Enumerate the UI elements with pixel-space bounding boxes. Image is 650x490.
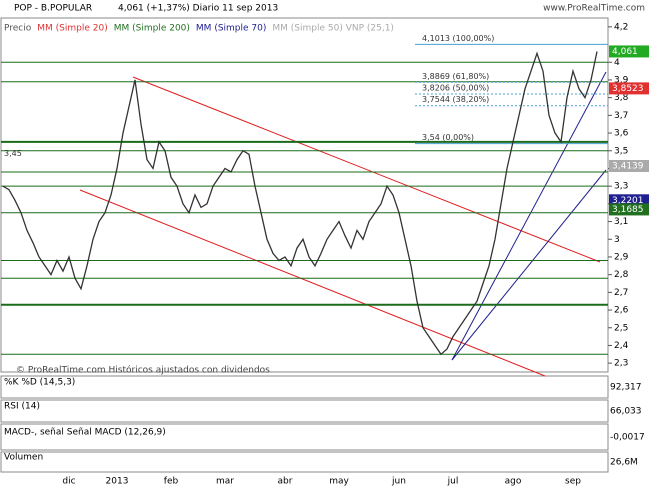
- y-tick-label: 3: [614, 235, 620, 245]
- price-label-box: [609, 203, 649, 216]
- annotation: 3,54 (0,00%): [422, 133, 474, 142]
- y-tick-label: 4,2: [614, 22, 628, 32]
- y-tick-label: 3,6: [614, 129, 629, 139]
- x-tick-label: ago: [505, 477, 522, 487]
- x-tick-label: feb: [164, 477, 179, 487]
- panel-label: MACD-, señal Señal MACD (12,26,9): [4, 428, 166, 438]
- price-label: 3,1685: [612, 205, 644, 215]
- y-tick-label: 2,5: [614, 323, 628, 333]
- y-tick-label: 4: [614, 58, 620, 68]
- y-tick-label: 3,3: [614, 182, 628, 192]
- price-label-box: [609, 159, 649, 172]
- trend-line: [79, 189, 546, 377]
- panel-label: RSI (14): [4, 402, 40, 412]
- x-tick-label: abr: [278, 477, 293, 487]
- y-tick-label: 2,9: [614, 252, 629, 262]
- legend-entry: MM (Simple 70): [196, 24, 266, 34]
- price-panel: [0, 17, 609, 373]
- x-tick-label: may: [329, 477, 349, 487]
- panel-label: Volumen: [4, 453, 43, 463]
- stoch-panel: [0, 375, 609, 399]
- panel-value: 26,6M: [610, 458, 638, 468]
- annotation: 4,1013 (100,00%): [422, 34, 494, 43]
- chart-title: POP - B.POPULAR: [14, 4, 92, 14]
- y-tick-label: 2,6: [614, 306, 629, 316]
- volume-panel: [0, 451, 609, 473]
- annotation: 3,8869 (61,80%): [422, 72, 489, 81]
- trend-line: [451, 169, 607, 361]
- legend-entry: MM (Simple 20): [37, 24, 107, 34]
- price-label: 4,061: [612, 47, 638, 57]
- price-label-box: [609, 194, 649, 207]
- price-label: 3,4139: [612, 161, 644, 171]
- x-tick-label: sep: [565, 477, 581, 487]
- rsi-panel: [0, 399, 609, 423]
- y-tick-label: 3,7: [614, 111, 628, 121]
- y-tick-label: 3,8: [614, 93, 629, 103]
- price-label: 3,8523: [612, 84, 644, 94]
- panel-value: -0,0017: [610, 433, 645, 443]
- y-tick-label: 2,3: [614, 359, 628, 369]
- y-tick-label: 2,7: [614, 288, 628, 298]
- price-line: [2, 51, 598, 356]
- panel-value: 92,317: [610, 383, 642, 393]
- price-label-box: [609, 45, 649, 58]
- x-tick-label: dic: [62, 477, 75, 487]
- legend-entry: MM (Simple 50) VNP (25,1): [272, 24, 394, 34]
- y-tick-label: 3,5: [614, 146, 628, 156]
- price-label-box: [609, 82, 649, 95]
- x-tick-label: mar: [216, 477, 234, 487]
- trend-line: [451, 71, 607, 361]
- footer: © ProRealTime.com Históricos ajustados c…: [16, 365, 270, 376]
- annotation: 3,8206 (50,00%): [422, 84, 489, 93]
- source: www.ProRealTime.com: [543, 4, 645, 14]
- macd-panel: [0, 423, 609, 451]
- price-label: 3,2201: [612, 196, 644, 206]
- x-tick-label: 2013: [106, 477, 129, 487]
- y-tick-label: 2,4: [614, 341, 629, 351]
- y-tick-label: 2,8: [614, 270, 629, 280]
- panel-label: %K %D (14,5,3): [4, 378, 75, 388]
- x-tick-label: jul: [447, 477, 459, 487]
- annotation: 3,45: [4, 149, 22, 158]
- trend-line: [132, 76, 601, 263]
- chart-subtitle: 4,061 (+1,37%) Diario 11 sep 2013: [118, 4, 278, 14]
- x-tick-label: jun: [391, 477, 406, 487]
- annotation: 3,7544 (38,20%): [422, 95, 489, 104]
- legend-entry: Precio: [4, 24, 32, 34]
- y-tick-label: 3,9: [614, 75, 629, 85]
- legend-entry: MM (Simple 200): [114, 24, 190, 34]
- y-tick-label: 3,1: [614, 217, 628, 227]
- panel-value: 66,033: [610, 407, 642, 417]
